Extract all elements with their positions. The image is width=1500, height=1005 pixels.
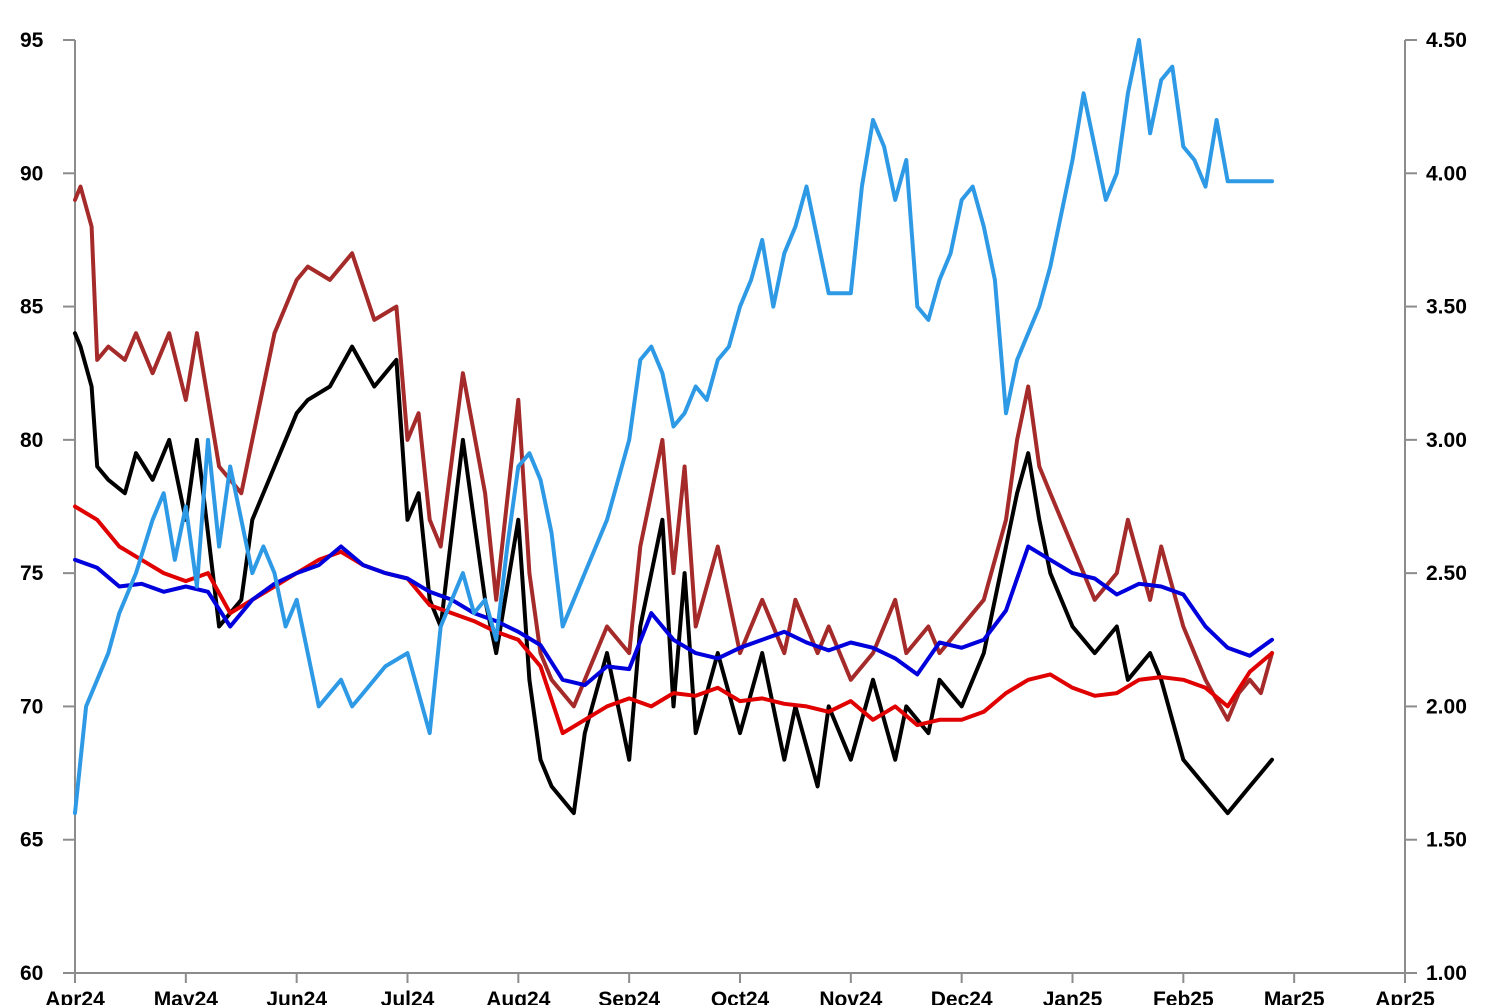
- series-line-5: [73, 38, 1274, 816]
- y-right-tick-label: 2.00: [1426, 695, 1467, 718]
- x-tick-label: Apr24: [45, 988, 105, 1005]
- series-line-3: [73, 504, 1274, 736]
- x-tick-label: Sep24: [598, 988, 660, 1005]
- x-tick-label: Dec24: [931, 988, 993, 1005]
- x-tick-label: Apr25: [1375, 988, 1435, 1005]
- x-tick-label: Jan25: [1043, 988, 1103, 1005]
- y-right-tick-label: 1.50: [1426, 829, 1467, 852]
- y-left-tick-label: 85: [20, 296, 44, 319]
- y-right-tick-label: 3.50: [1426, 296, 1467, 319]
- y-right-tick-label: 2.50: [1426, 562, 1467, 585]
- y-left-tick-label: 60: [20, 962, 43, 985]
- y-left-tick-label: 95: [20, 29, 44, 52]
- x-tick-label: Oct24: [711, 988, 770, 1005]
- x-tick-label: May24: [154, 988, 219, 1005]
- x-tick-label: Jul24: [381, 988, 435, 1005]
- x-tick-label: Mar25: [1264, 988, 1325, 1005]
- axes: [63, 39, 1417, 983]
- x-tick-label: Aug24: [486, 988, 551, 1005]
- y-left-tick-label: 70: [20, 695, 43, 718]
- y-right-tick-label: 1.00: [1426, 962, 1467, 985]
- series-line-1: [73, 184, 1274, 722]
- y-right-tick-label: 3.00: [1426, 429, 1467, 452]
- x-tick-label: Nov24: [819, 988, 882, 1005]
- y-left-tick-label: 75: [20, 562, 44, 585]
- y-right-tick-label: 4.50: [1426, 29, 1467, 52]
- y-right-tick-label: 4.00: [1426, 162, 1467, 185]
- y-left-tick-label: 80: [20, 429, 43, 452]
- series-line-2: [73, 331, 1274, 816]
- series-group: [73, 38, 1274, 816]
- series-line-4: [73, 544, 1274, 688]
- y-left-tick-label: 65: [20, 829, 44, 852]
- x-tick-label: Feb25: [1153, 988, 1214, 1005]
- y-left-tick-label: 90: [20, 162, 43, 185]
- x-tick-label: Jun24: [266, 988, 327, 1005]
- tick-labels: 60 65 70 75 80 85 90 95 1.00 1.50 2.00 2.50 3.00 3.50…: [20, 29, 1467, 1005]
